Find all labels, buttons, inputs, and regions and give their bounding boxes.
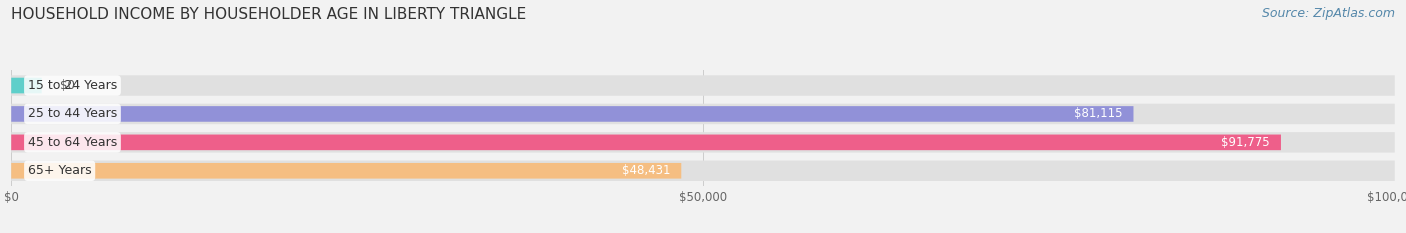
FancyBboxPatch shape <box>11 134 1281 150</box>
FancyBboxPatch shape <box>11 104 1395 124</box>
Text: 15 to 24 Years: 15 to 24 Years <box>28 79 117 92</box>
Text: HOUSEHOLD INCOME BY HOUSEHOLDER AGE IN LIBERTY TRIANGLE: HOUSEHOLD INCOME BY HOUSEHOLDER AGE IN L… <box>11 7 526 22</box>
FancyBboxPatch shape <box>11 78 42 93</box>
Text: Source: ZipAtlas.com: Source: ZipAtlas.com <box>1261 7 1395 20</box>
FancyBboxPatch shape <box>11 75 1395 96</box>
Text: $48,431: $48,431 <box>621 164 671 177</box>
Text: $91,775: $91,775 <box>1222 136 1270 149</box>
Text: $81,115: $81,115 <box>1074 107 1122 120</box>
Text: 45 to 64 Years: 45 to 64 Years <box>28 136 117 149</box>
Text: 25 to 44 Years: 25 to 44 Years <box>28 107 117 120</box>
Text: 65+ Years: 65+ Years <box>28 164 91 177</box>
Text: $0: $0 <box>59 79 75 92</box>
FancyBboxPatch shape <box>11 161 1395 181</box>
FancyBboxPatch shape <box>11 163 682 178</box>
FancyBboxPatch shape <box>11 132 1395 153</box>
FancyBboxPatch shape <box>11 106 1133 122</box>
